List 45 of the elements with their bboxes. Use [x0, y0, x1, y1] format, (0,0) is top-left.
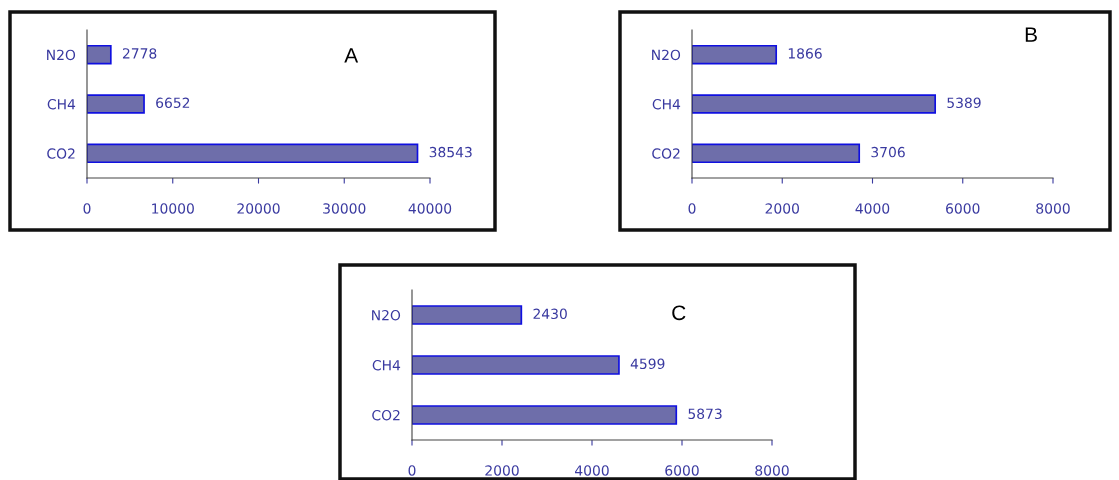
x-tick-label: 6000 [665, 465, 699, 476]
data-label: 1866 [788, 48, 822, 59]
bar [412, 355, 620, 375]
bar [692, 44, 778, 65]
y-tick-label: CH4 [372, 359, 401, 371]
x-tick-label: 6000 [946, 203, 980, 214]
data-label: 2778 [122, 48, 157, 59]
annotation: B [1025, 27, 1037, 42]
y-tick-label: CH4 [652, 98, 681, 110]
x-tick-label: 0 [688, 203, 696, 214]
bar [87, 143, 419, 164]
x-tick-label: 40000 [408, 203, 452, 214]
x-tick-label: 0 [83, 203, 91, 214]
annotation: A [344, 48, 359, 63]
bar [87, 44, 112, 65]
data-label: 5873 [688, 408, 722, 420]
y-tick-label: CO2 [372, 409, 400, 421]
data-label: 5389 [947, 97, 981, 109]
annotation: C [672, 305, 686, 321]
y-tick-label: CH4 [47, 98, 76, 110]
x-tick-label: 0 [408, 465, 416, 476]
bar [87, 94, 145, 114]
y-tick-label: CO2 [652, 148, 680, 159]
data-label: 38543 [429, 146, 472, 158]
y-tick-label: CO2 [47, 148, 75, 159]
bar [692, 94, 937, 114]
bar [692, 143, 861, 164]
x-tick-label: 4000 [855, 203, 890, 214]
x-tick-label: 8000 [755, 465, 789, 476]
y-tick-label: N2O [47, 49, 76, 61]
y-tick-label: N2O [652, 49, 681, 61]
x-tick-label: 2000 [485, 465, 519, 476]
x-tick-label: 10000 [152, 203, 194, 214]
x-tick-label: 30000 [323, 203, 366, 214]
bar [412, 305, 523, 325]
x-tick-label: 2000 [765, 203, 799, 214]
bar [412, 405, 678, 425]
x-tick-label: 20000 [237, 203, 280, 214]
data-label: 3706 [871, 146, 905, 158]
data-label: 4599 [630, 358, 665, 370]
x-tick-label: 4000 [575, 465, 609, 476]
data-label: 2430 [533, 308, 567, 320]
x-tick-label: 8000 [1036, 203, 1070, 214]
y-tick-label: N2O [372, 309, 401, 321]
data-label: 6652 [156, 97, 190, 109]
